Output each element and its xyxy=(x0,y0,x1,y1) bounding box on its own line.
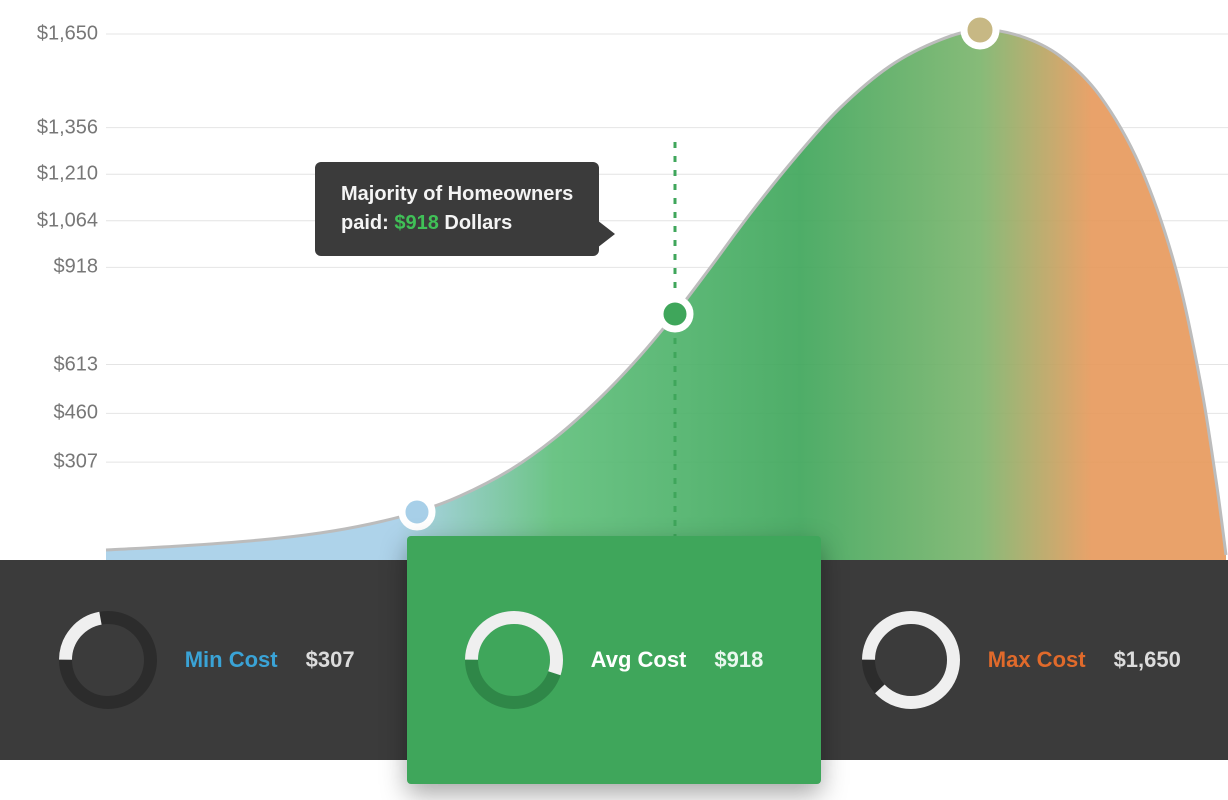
marker-avg xyxy=(660,299,690,329)
tooltip-line1: Majority of Homeowners xyxy=(341,180,573,209)
marker-peak xyxy=(964,14,996,46)
tooltip-avg-cost: Majority of Homeowners paid: $918 Dollar… xyxy=(315,162,599,256)
value-min-cost: $307 xyxy=(306,647,355,673)
label-max-cost: Max Cost xyxy=(988,647,1086,673)
y-tick-label: $1,356 xyxy=(37,116,98,139)
y-tick-label: $460 xyxy=(54,402,99,425)
y-tick-label: $1,064 xyxy=(37,209,98,232)
y-tick-label: $1,650 xyxy=(37,22,98,45)
y-tick-label: $918 xyxy=(54,256,99,279)
label-avg-cost: Avg Cost xyxy=(591,647,687,673)
card-max-cost: Max Cost $1,650 xyxy=(815,560,1228,760)
card-avg-cost: Avg Cost $918 xyxy=(407,536,820,784)
donut-avg xyxy=(465,611,563,709)
tooltip-line2: paid: $918 Dollars xyxy=(341,209,573,238)
card-min-cost: Min Cost $307 xyxy=(0,560,413,760)
cost-chart: $307 $460 $613 $918 $1,064 $1,210 $1,356 $1,650… xyxy=(0,0,1228,800)
donut-max xyxy=(862,611,960,709)
summary-cards-row: Min Cost $307 Avg Cost $918 Max Cost $1,… xyxy=(0,560,1228,760)
label-min-cost: Min Cost xyxy=(185,647,278,673)
y-tick-label: $613 xyxy=(54,353,99,376)
value-max-cost: $1,650 xyxy=(1114,647,1181,673)
y-tick-label: $1,210 xyxy=(37,163,98,186)
tooltip-value: $918 xyxy=(394,212,439,234)
y-tick-label: $307 xyxy=(54,451,99,474)
value-avg-cost: $918 xyxy=(714,647,763,673)
donut-min xyxy=(59,611,157,709)
marker-min xyxy=(402,497,432,527)
